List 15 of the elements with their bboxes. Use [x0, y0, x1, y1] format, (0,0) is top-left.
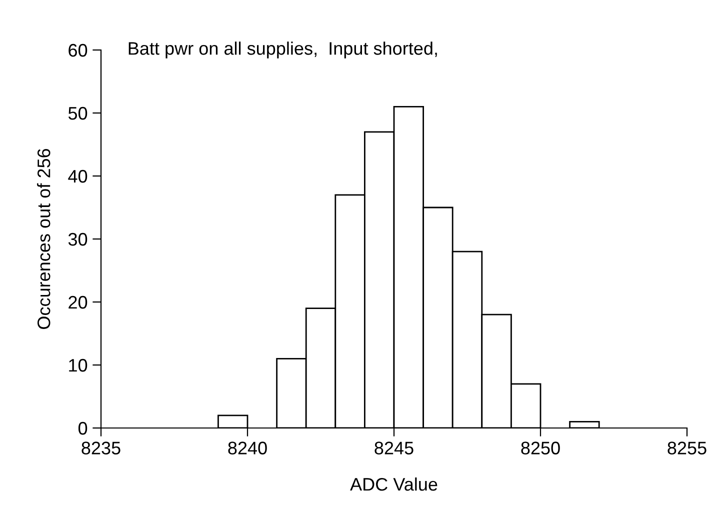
y-tick-label: 0 [78, 422, 88, 435]
y-axis-title: Occurences out of 256 [37, 148, 50, 329]
x-tick-label: 8255 [668, 442, 706, 454]
y-tick-label: 40 [68, 170, 88, 183]
y-tick-label: 30 [68, 232, 88, 246]
y-tick-label: 50 [68, 106, 88, 120]
x-tick-label: 8240 [228, 442, 267, 454]
x-tick-label: 8245 [374, 442, 414, 454]
x-tick-label: 8250 [521, 442, 560, 454]
chart-title: Batt pwr on all supplies, Input shorted, [128, 42, 437, 58]
y-tick-label: 60 [68, 44, 88, 57]
x-tick-label: 8235 [82, 442, 120, 454]
y-tick-label: 10 [69, 358, 88, 372]
x-axis-title: ADC Value [350, 477, 438, 491]
y-tick-label: 20 [68, 296, 88, 309]
